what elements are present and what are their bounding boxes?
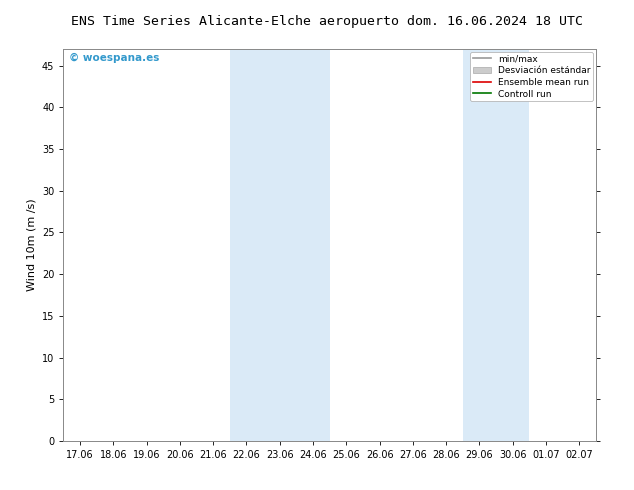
Bar xyxy=(230,49,330,441)
Text: dom. 16.06.2024 18 UTC: dom. 16.06.2024 18 UTC xyxy=(406,15,583,28)
Bar xyxy=(463,49,529,441)
Legend: min/max, Desviación estándar, Ensemble mean run, Controll run: min/max, Desviación estándar, Ensemble m… xyxy=(470,52,593,101)
Text: © woespana.es: © woespana.es xyxy=(68,53,159,63)
Y-axis label: Wind 10m (m /s): Wind 10m (m /s) xyxy=(27,198,36,292)
Text: ENS Time Series Alicante-Elche aeropuerto: ENS Time Series Alicante-Elche aeropuert… xyxy=(70,15,399,28)
